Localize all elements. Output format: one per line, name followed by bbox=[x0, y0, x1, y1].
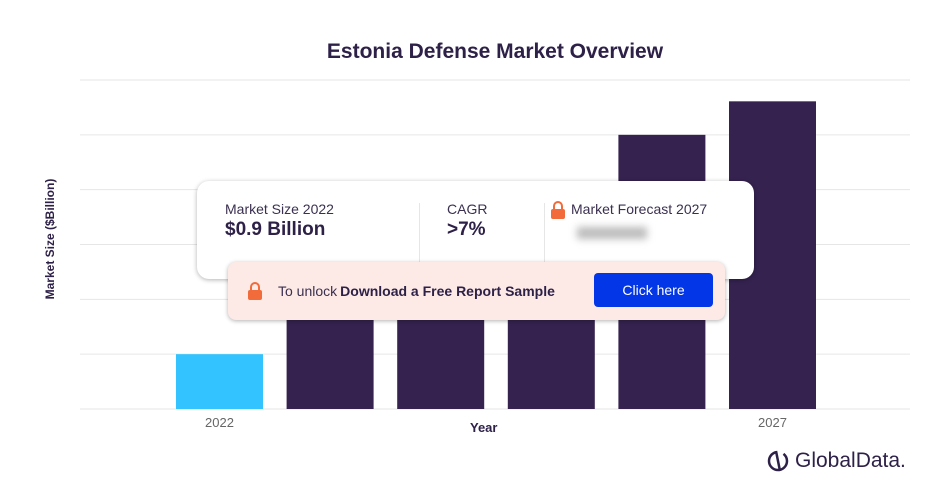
bar-2022 bbox=[176, 354, 263, 409]
cagr-value: >7% bbox=[447, 219, 486, 240]
logo-text: GlobalData. bbox=[795, 449, 906, 472]
globaldata-logo: GlobalData. bbox=[765, 448, 906, 474]
x-tick-label: 2022 bbox=[205, 415, 234, 430]
globaldata-logo-icon bbox=[767, 450, 789, 472]
divider bbox=[419, 203, 420, 263]
unlock-offer: Download a Free Report Sample bbox=[340, 283, 555, 299]
lock-icon bbox=[551, 201, 565, 220]
chart-title: Estonia Defense Market Overview bbox=[326, 40, 664, 63]
forecast-label: Market Forecast 2027 bbox=[571, 201, 708, 217]
unlock-banner: To unlock Download a Free Report Sample … bbox=[228, 262, 725, 320]
lock-icon bbox=[248, 282, 262, 300]
click-here-button[interactable]: Click here bbox=[594, 273, 713, 307]
unlock-prefix: To unlock bbox=[278, 283, 338, 299]
divider bbox=[544, 203, 545, 263]
cagr-label: CAGR bbox=[447, 201, 488, 217]
x-axis-label: Year bbox=[470, 420, 498, 435]
market-size-label: Market Size 2022 bbox=[225, 201, 334, 217]
x-tick-label: 2027 bbox=[758, 415, 787, 430]
market-size-value: $0.9 Billion bbox=[225, 219, 326, 240]
y-axis-label: Market Size ($Billion) bbox=[43, 178, 57, 300]
forecast-value-blurred bbox=[577, 227, 647, 240]
